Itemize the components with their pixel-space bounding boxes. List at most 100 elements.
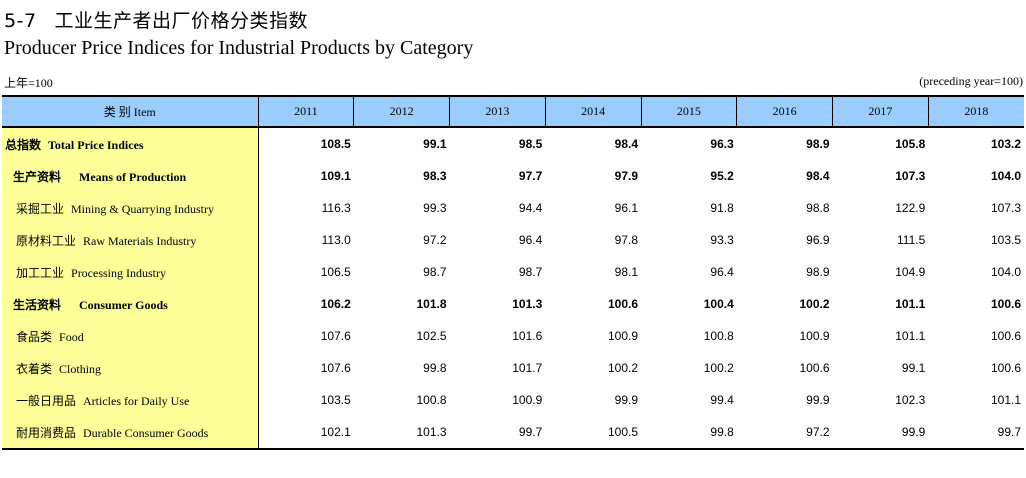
value-cell: 97.2 <box>423 233 447 247</box>
value-cell: 98.8 <box>806 201 830 215</box>
value-cell: 96.9 <box>806 233 830 247</box>
value-cell: 104.0 <box>990 169 1021 183</box>
value-cell: 97.9 <box>614 169 638 183</box>
row-label-cn: 食品类 <box>16 329 53 344</box>
row-label-en: Processing Industry <box>71 265 167 280</box>
value-cell: 109.1 <box>320 169 351 183</box>
value-cell: 100.8 <box>416 393 447 407</box>
table-number: 5-7 <box>4 10 37 32</box>
value-cell: 101.6 <box>512 329 543 343</box>
table-row: 衣着类 Clothing 107.6 99.8 101.7 100.2 100.2 100.6… <box>2 352 1024 384</box>
value-cell: 100.4 <box>703 297 734 311</box>
value-cell: 103.5 <box>320 393 351 407</box>
value-cell: 98.7 <box>518 265 543 279</box>
value-cell: 99.9 <box>901 425 926 439</box>
row-label-en: Durable Consumer Goods <box>83 425 209 440</box>
value-cell: 96.4 <box>518 233 543 247</box>
row-label-cn: 衣着类 <box>16 361 53 376</box>
table-row: 耐用消费品 Durable Consumer Goods 102.1 101.3 99.… <box>2 416 1024 449</box>
value-cell: 101.1 <box>990 393 1021 407</box>
table-row: 生产资料 Means of Production 109.1 98.3 97.7 97.9… <box>2 160 1024 192</box>
value-cell: 99.8 <box>710 425 734 439</box>
row-label-en: Food <box>59 329 84 344</box>
header-year: 2015 <box>640 96 737 127</box>
value-cell: 97.7 <box>518 169 543 183</box>
value-cell: 96.4 <box>710 265 734 279</box>
row-label: 加工工业 Processing Industry <box>2 256 259 288</box>
row-label-en: Total Price Indices <box>48 137 144 152</box>
value-cell: 102.5 <box>416 329 447 343</box>
table-row: 采掘工业 Mining & Quarrying Industry 116.3 99.3… <box>2 192 1024 224</box>
row-label-en: Clothing <box>59 361 102 376</box>
value-cell: 100.8 <box>703 329 734 343</box>
value-cell: 97.8 <box>614 233 638 247</box>
header-year: 2016 <box>736 96 833 127</box>
value-cell: 98.3 <box>423 169 447 183</box>
row-label-cn: 生活资料 <box>13 297 62 312</box>
value-cell: 116.3 <box>321 201 351 215</box>
value-cell: 99.1 <box>901 361 926 375</box>
row-label-cn: 一般日用品 <box>16 393 77 408</box>
value-cell: 103.5 <box>990 233 1021 247</box>
value-cell: 98.7 <box>423 265 447 279</box>
value-cell: 93.3 <box>710 233 734 247</box>
value-cell: 103.2 <box>990 137 1021 151</box>
value-cell: 107.6 <box>320 361 351 375</box>
value-cell: 105.8 <box>895 137 926 151</box>
unit-note-cn: 上年=100 <box>4 76 53 90</box>
row-label: 衣着类 Clothing <box>2 352 259 384</box>
table-row: 总指数 Total Price Indices 108.5 99.1 98.5 98.4 9… <box>2 127 1024 160</box>
value-cell: 107.3 <box>990 201 1021 215</box>
value-cell: 98.1 <box>614 265 638 279</box>
value-cell: 97.2 <box>806 425 830 439</box>
row-label-en: Consumer Goods <box>79 297 168 312</box>
row-label-en: Raw Materials Industry <box>83 233 197 248</box>
value-cell: 106.2 <box>320 297 351 311</box>
table-row: 一般日用品 Articles for Daily Use 103.5 100.8 100… <box>2 384 1024 416</box>
row-label-cn: 生产资料 <box>13 169 62 184</box>
value-cell: 102.1 <box>320 425 351 439</box>
value-cell: 99.9 <box>806 393 830 407</box>
header-year: 2014 <box>544 96 641 127</box>
value-cell: 102.3 <box>895 393 926 407</box>
value-cell: 99.8 <box>423 361 447 375</box>
page-title-cn: 5-7 工业生产者出厂价格分类指数 <box>4 6 308 33</box>
table-row: 原材料工业 Raw Materials Industry 113.0 97.2 96.4… <box>2 224 1024 256</box>
header-year: 2011 <box>257 96 354 127</box>
value-cell: 100.5 <box>607 425 638 439</box>
value-cell: 101.8 <box>416 297 447 311</box>
row-label-en: Articles for Daily Use <box>83 393 190 408</box>
value-cell: 98.4 <box>806 169 830 183</box>
value-cell: 91.8 <box>710 201 734 215</box>
value-cell: 107.6 <box>320 329 351 343</box>
value-cell: 99.7 <box>997 425 1021 439</box>
value-cell: 95.2 <box>710 169 734 183</box>
value-cell: 101.1 <box>895 329 926 343</box>
row-label: 食品类 Food <box>2 320 259 352</box>
value-cell: 98.9 <box>806 137 830 151</box>
row-label-cn: 采掘工业 <box>16 201 65 216</box>
price-index-table: 类 别 Item 2011 2012 2013 2014 2015 2016 2… <box>2 95 1024 450</box>
row-label: 生活资料 Consumer Goods <box>2 288 259 320</box>
table-row: 加工工业 Processing Industry 106.5 98.7 98.7 98.1… <box>2 256 1024 288</box>
table-row: 食品类 Food 107.6 102.5 101.6 100.9 100.8 100.9 101… <box>2 320 1024 352</box>
row-label: 总指数 Total Price Indices <box>2 127 259 160</box>
value-cell: 101.3 <box>416 425 447 439</box>
table-row: 生活资料 Consumer Goods 106.2 101.8 101.3 100.6 10… <box>2 288 1024 320</box>
row-label-cn: 原材料工业 <box>16 233 77 248</box>
value-cell: 122.9 <box>895 201 926 215</box>
table-body: 总指数 Total Price Indices 108.5 99.1 98.5 98.4 9… <box>2 127 1024 449</box>
row-label-en: Means of Production <box>79 169 187 184</box>
value-cell: 100.6 <box>990 297 1021 311</box>
page-title-en: Producer Price Indices for Industrial Pr… <box>4 37 474 59</box>
value-cell: 96.3 <box>710 137 734 151</box>
value-cell: 99.1 <box>423 137 447 151</box>
header-year: 2018 <box>927 96 1024 127</box>
value-cell: 99.9 <box>614 393 638 407</box>
value-cell: 100.9 <box>512 393 543 407</box>
value-cell: 99.4 <box>710 393 734 407</box>
value-cell: 101.1 <box>895 297 926 311</box>
value-cell: 99.3 <box>423 201 447 215</box>
value-cell: 104.9 <box>895 265 926 279</box>
value-cell: 100.9 <box>607 329 638 343</box>
